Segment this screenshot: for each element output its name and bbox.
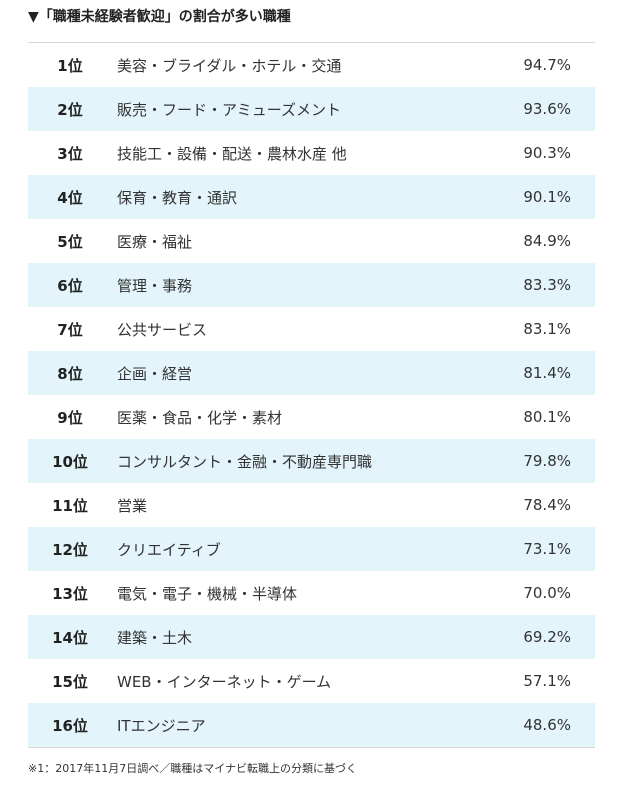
table-row: 2位 販売・フード・アミューズメント 93.6%: [28, 87, 595, 131]
job-category-name: 公共サービス: [117, 320, 208, 339]
welcome-rate-value: 81.4%: [523, 364, 571, 382]
welcome-rate-value: 83.3%: [523, 276, 571, 294]
welcome-rate-value: 80.1%: [523, 408, 571, 426]
rank-label: 8位: [57, 364, 83, 383]
welcome-rate-value: 48.6%: [523, 716, 571, 734]
table-row: 16位 ITエンジニア 48.6%: [28, 703, 595, 747]
table-row: 9位 医薬・食品・化学・素材 80.1%: [28, 395, 595, 439]
table-row: 10位 コンサルタント・金融・不動産専門職 79.8%: [28, 439, 595, 483]
table-row: 7位 公共サービス 83.1%: [28, 307, 595, 351]
rank-label: 3位: [57, 144, 83, 163]
rank-label: 9位: [57, 408, 83, 427]
rank-label: 15位: [52, 672, 88, 691]
job-category-name: クリエイティブ: [117, 540, 221, 559]
welcome-rate-value: 83.1%: [523, 320, 571, 338]
welcome-rate-value: 79.8%: [523, 452, 571, 470]
job-category-name: 企画・経営: [117, 364, 193, 383]
job-category-name: 美容・ブライダル・ホテル・交通: [117, 56, 342, 75]
rank-label: 1位: [57, 56, 83, 75]
rank-label: 10位: [52, 452, 88, 471]
job-category-name: ITエンジニア: [117, 716, 206, 735]
job-category-name: 管理・事務: [117, 276, 193, 295]
job-category-name: 営業: [117, 496, 148, 515]
rank-label: 11位: [52, 496, 88, 515]
job-category-name: 医薬・食品・化学・素材: [117, 408, 283, 427]
welcome-rate-value: 93.6%: [523, 100, 571, 118]
job-category-name: 医療・福祉: [117, 232, 193, 251]
welcome-rate-value: 90.1%: [523, 188, 571, 206]
footnote: ※1：2017年11月7日調べ／職種はマイナビ転職上の分類に基づく: [28, 762, 357, 775]
rank-label: 4位: [57, 188, 83, 207]
welcome-rate-value: 70.0%: [523, 584, 571, 602]
table-row: 13位 電気・電子・機械・半導体 70.0%: [28, 571, 595, 615]
welcome-rate-value: 90.3%: [523, 144, 571, 162]
table-row: 3位 技能工・設備・配送・農林水産 他 90.3%: [28, 131, 595, 175]
welcome-rate-value: 73.1%: [523, 540, 571, 558]
rank-label: 16位: [52, 716, 88, 735]
table-row: 6位 管理・事務 83.3%: [28, 263, 595, 307]
job-category-name: 保育・教育・通訳: [117, 188, 238, 207]
job-category-name: 販売・フード・アミューズメント: [117, 100, 341, 119]
rank-label: 14位: [52, 628, 88, 647]
job-category-name: 建築・土木: [117, 628, 193, 647]
welcome-rate-value: 78.4%: [523, 496, 571, 514]
rank-label: 12位: [52, 540, 88, 559]
rank-label: 6位: [57, 276, 83, 295]
rank-label: 5位: [57, 232, 83, 251]
table-row: 11位 営業 78.4%: [28, 483, 595, 527]
page-title: ▼「職種未経験者歓迎」の割合が多い職種: [28, 9, 291, 25]
job-category-name: 技能工・設備・配送・農林水産 他: [117, 144, 347, 163]
table-row: 12位 クリエイティブ 73.1%: [28, 527, 595, 571]
table-row: 5位 医療・福祉 84.9%: [28, 219, 595, 263]
table-row: 14位 建築・土木 69.2%: [28, 615, 595, 659]
welcome-rate-value: 57.1%: [523, 672, 571, 690]
table-row: 1位 美容・ブライダル・ホテル・交通 94.7%: [28, 43, 595, 87]
welcome-rate-value: 69.2%: [523, 628, 571, 646]
welcome-rate-value: 84.9%: [523, 232, 571, 250]
rank-label: 13位: [52, 584, 88, 603]
table-row: 8位 企画・経営 81.4%: [28, 351, 595, 395]
job-category-name: 電気・電子・機械・半導体: [117, 584, 298, 603]
rank-label: 2位: [57, 100, 83, 119]
job-category-name: WEB・インターネット・ゲーム: [117, 672, 332, 691]
welcome-rate-value: 94.7%: [523, 56, 571, 74]
ranking-table: 1位 美容・ブライダル・ホテル・交通 94.7% 2位 販売・フード・アミューズメント 9…: [28, 42, 595, 748]
job-category-name: コンサルタント・金融・不動産専門職: [117, 452, 373, 471]
rank-label: 7位: [57, 320, 83, 339]
table-row: 15位 WEB・インターネット・ゲーム 57.1%: [28, 659, 595, 703]
table-row: 4位 保育・教育・通訳 90.1%: [28, 175, 595, 219]
